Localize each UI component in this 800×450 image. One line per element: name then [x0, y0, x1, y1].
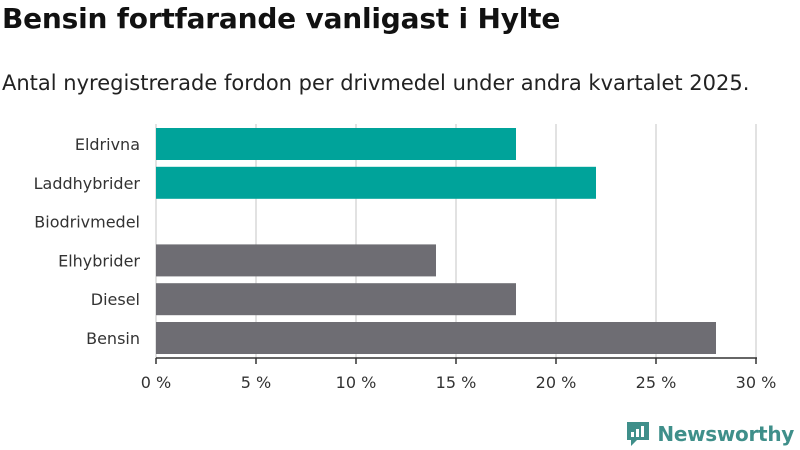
category-label: Bensin [86, 329, 140, 348]
chart-title: Bensin fortfarande vanligast i Hylte [2, 2, 561, 35]
x-tick-label: 15 % [436, 373, 477, 392]
x-tick-label: 25 % [636, 373, 677, 392]
category-label: Laddhybrider [34, 174, 141, 193]
bar [156, 166, 596, 199]
x-tick-label: 10 % [336, 373, 377, 392]
bar [156, 244, 436, 277]
brand-logo: Newsworthy [625, 420, 794, 448]
newsworthy-logo-icon [627, 422, 650, 446]
bar [156, 283, 516, 316]
x-tick-label: 30 % [736, 373, 777, 392]
x-tick-label: 20 % [536, 373, 577, 392]
category-label: Biodrivmedel [34, 213, 140, 232]
grid-layer [155, 124, 757, 358]
category-label: Eldrivna [75, 135, 140, 154]
category-label: Diesel [91, 290, 140, 309]
bar [156, 128, 516, 160]
category-label: Elhybrider [58, 251, 140, 270]
bar [156, 322, 716, 354]
brand-name: Newsworthy [657, 422, 794, 446]
category-label-layer: Eldrivna Laddhybrider Biodrivmedel Elhybrid… [34, 135, 141, 348]
chart-subtitle: Antal nyregistrerade fordon per drivmede… [2, 71, 750, 95]
tick-layer: 0 % 5 % 10 % 15 % 20 % 25 % 30 % [141, 357, 777, 392]
x-tick-label: 0 % [141, 373, 171, 392]
bar-layer [156, 128, 716, 354]
x-tick-label: 5 % [241, 373, 271, 392]
